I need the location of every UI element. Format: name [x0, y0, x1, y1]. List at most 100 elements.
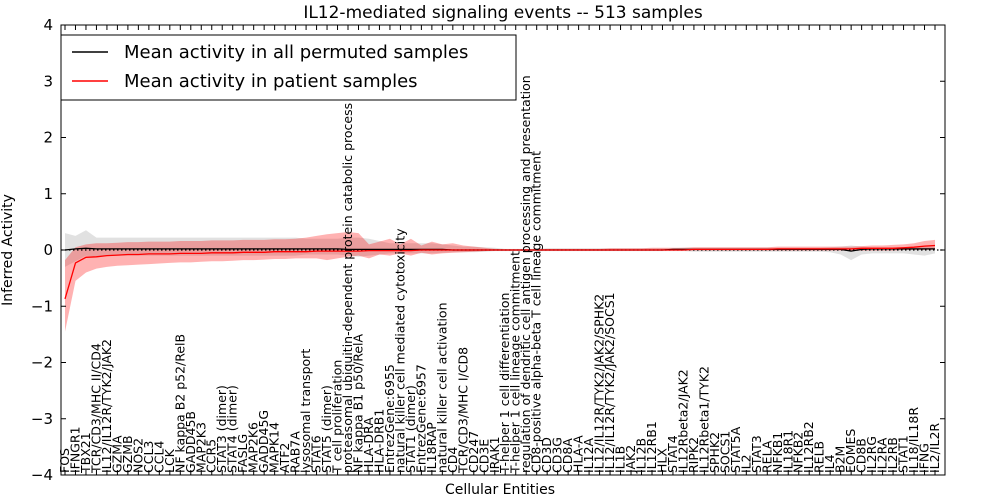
chart-title: IL12-mediated signaling events -- 513 sa…	[303, 3, 703, 23]
x-tick-label: CD8-positive alpha-beta T cell lineage c…	[529, 151, 544, 473]
y-tick-label: 0	[43, 241, 53, 259]
x-tick-label: HLA-DRA	[361, 417, 376, 473]
legend-label: Mean activity in all permuted samples	[124, 42, 468, 63]
x-tick-label: MAP2K3	[193, 422, 208, 473]
x-tick-label: regulation of dendritic cell antigen pro…	[518, 75, 533, 473]
x-tick-label: IL2RG	[864, 436, 879, 473]
x-tick-label: HLX	[654, 448, 669, 473]
x-tick-label: IL12B	[634, 438, 649, 473]
x-tick-label: TCR/CD3/MHC II/CD4	[88, 343, 103, 474]
x-tick-label: NFKB1	[770, 432, 785, 473]
y-tick-label: 4	[43, 16, 53, 34]
x-tick-label: STAT3	[749, 435, 764, 473]
x-tick-label: NF kappa B1 p50/RelA	[350, 333, 365, 473]
x-tick-label: proteasomal ubiquitin-dependent protein …	[340, 103, 355, 473]
x-tick-label: CD247	[466, 431, 481, 473]
x-tick-label: IL12Rbeta2/JAK2	[675, 369, 690, 473]
x-axis-label: Cellular Entities	[445, 482, 555, 498]
y-tick-label: 3	[43, 72, 53, 90]
legend-label: Mean activity in patient samples	[124, 71, 418, 92]
x-tick-label: IL1B	[613, 446, 628, 473]
x-tick-label: IL12RB1	[644, 421, 659, 473]
x-tick-label: GADD45G	[256, 410, 271, 473]
x-tick-label: GZMA	[109, 435, 124, 473]
x-tick-label: T cell proliferation	[330, 360, 345, 474]
x-tick-label: CD3G	[550, 437, 565, 473]
x-tick-label: IL2RA	[875, 437, 890, 473]
y-axis: −4 −3 −2 −1 0 1 2 3 4	[31, 16, 945, 484]
x-tick-label: FASLG	[235, 434, 250, 473]
x-tick-label: SPHK2	[707, 432, 722, 473]
x-tick-label: RELA	[759, 440, 774, 473]
confidence-bands	[65, 230, 935, 332]
x-tick-label: STAT3 (dimer)	[214, 385, 229, 473]
x-tick-label: STAT6	[309, 435, 324, 473]
legend: Mean activity in all permuted samples Mea…	[60, 34, 517, 101]
x-tick-label: STAT5A	[728, 426, 743, 473]
x-tick-label: IL12/IL12R/TYK2/JAK2	[99, 339, 114, 473]
x-tick-label: CCR5	[204, 439, 219, 473]
x-tick-label: FOS	[57, 448, 72, 473]
x-tick-label: natural killer cell activation	[434, 302, 449, 473]
x-tick-label: IFNGR1	[67, 426, 82, 473]
x-tick-label: CCL4	[151, 441, 166, 473]
y-tick-label: 2	[43, 129, 53, 147]
x-tick-label: CD8A	[560, 438, 575, 473]
x-tick-label: T-helper 1 cell differentiation	[497, 293, 512, 474]
x-tick-label: lysosomal transport	[298, 349, 313, 473]
x-tick-label: T-helper 1 cell lineage commitment	[508, 251, 523, 474]
band-permuted	[65, 230, 935, 267]
x-tick-label: IRAK1	[487, 436, 502, 473]
x-tick-label: STAT4 (dimer)	[225, 385, 240, 473]
x-tick-label: IFNG	[917, 443, 932, 473]
x-tick-label: natural killer cell mediated cytotoxicit…	[392, 228, 407, 473]
x-tick-label: STAT1 (dimer)	[403, 385, 418, 473]
y-tick-label: −4	[31, 466, 53, 484]
x-tick-label: SOCS1	[717, 431, 732, 473]
x-tick-label: IL18/IL18R	[906, 407, 921, 473]
x-tick-label: STAT1	[896, 435, 911, 473]
x-tick-label: EntrezGene:6957	[413, 364, 428, 473]
x-tick-label: HLA-A	[571, 435, 586, 473]
series-line-patient	[64, 244, 936, 300]
x-tick-label: RIPK2	[686, 437, 701, 473]
x-tick-label: STAT4	[665, 435, 680, 473]
x-tick-label: EntrezGene:6955	[382, 364, 397, 473]
legend-box	[60, 34, 517, 101]
x-tick-label: IL12Rbeta1/TYK2	[696, 366, 711, 473]
x-tick-label: IL4	[822, 454, 837, 473]
x-tick-label: GZMB	[120, 435, 135, 473]
x-tick-label: NF kappa B2 p52/RelB	[172, 334, 187, 473]
band-patient	[65, 232, 935, 332]
x-tick-label: RELB	[812, 441, 827, 473]
x-tick-label: NOS2	[130, 438, 145, 473]
x-tick-label: IL12RB2	[801, 421, 816, 473]
x-tick-label: IL12/IL12R/TYK2/JAK2/SOCS1	[602, 292, 617, 473]
x-tick-label: TCR/CD3/MHC I/CD8	[455, 347, 470, 474]
x-tick-label: EOMES	[843, 429, 858, 473]
x-tick-label: CD3D	[539, 437, 554, 473]
x-tick-label: IL2/IL2R	[927, 423, 942, 473]
x-tick-label: RAB7A	[288, 431, 303, 473]
x-tick-label: GADD45B	[183, 411, 198, 473]
x-tick-label: CD3E	[476, 439, 491, 473]
x-tick-label: IL2RB	[885, 437, 900, 473]
x-tick-label: IL12A	[581, 437, 596, 473]
x-tick-label: STAT5 (dimer)	[319, 385, 334, 473]
y-tick-label: −3	[31, 410, 53, 428]
x-tick-label: NFKB2	[791, 432, 806, 473]
x-tick-label: LCK	[162, 448, 177, 473]
x-tick-label: B2M	[833, 446, 848, 473]
series-lines	[64, 244, 936, 300]
y-axis-label: Inferred Activity	[0, 194, 16, 306]
x-tick-label: TBX21	[78, 432, 93, 474]
y-tick-label: −2	[31, 354, 53, 372]
x-tick-label: IL12/IL12R/TYK2/JAK2/SPHK2	[592, 294, 607, 473]
y-tick-label: −1	[31, 297, 53, 315]
x-tick-label: MAPK14	[267, 422, 282, 473]
x-tick-label: CD8B	[854, 438, 869, 473]
x-tick-label: IL2	[738, 454, 753, 473]
x-tick-label: CCL3	[141, 441, 156, 473]
